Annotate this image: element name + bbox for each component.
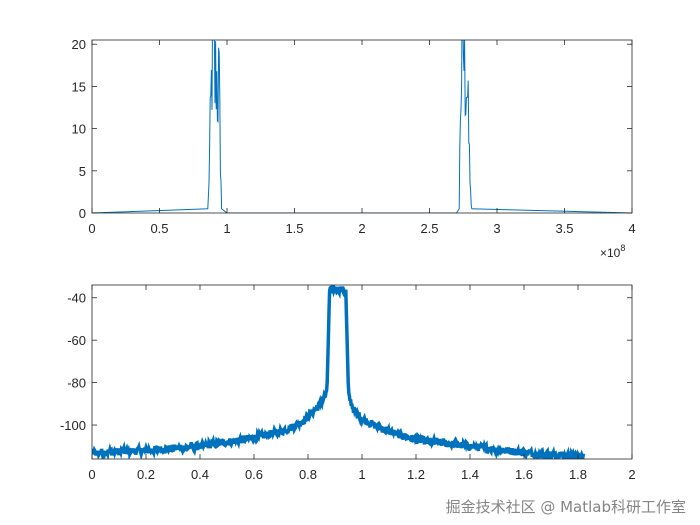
x-tick-label: 0.8 <box>299 467 317 482</box>
x-tick-label: 0.4 <box>191 467 209 482</box>
y-tick-label: -60 <box>67 333 86 348</box>
x-tick-label: 0 <box>88 467 95 482</box>
series-line <box>92 40 632 213</box>
axes-frame <box>91 284 633 460</box>
y-tick-label: -40 <box>67 291 86 306</box>
top-plot: 0 0.5 1 1.5 2 2.5 3 3.5 4 0 5 10 15 20 ×108 <box>72 37 636 260</box>
x-tick-label: 1 <box>358 467 365 482</box>
axes-frame <box>91 39 633 214</box>
x-tick-label: 2 <box>628 467 635 482</box>
y-tick-label: -100 <box>60 418 86 433</box>
watermark: 掘金技术社区 @ Matlab科研工作室 <box>445 498 686 516</box>
x-tick-label: 1.5 <box>285 221 303 236</box>
x-tick-label: 2.5 <box>420 221 438 236</box>
x-tick-label: 3 <box>493 221 500 236</box>
y-tick-label: -80 <box>67 376 86 391</box>
series-line <box>92 285 586 459</box>
y-tick-label: 10 <box>72 122 86 137</box>
x-tick-label: 4 <box>628 221 635 236</box>
x-tick-label: 1.6 <box>515 467 533 482</box>
x-tick-label: 1 <box>223 221 230 236</box>
x-tick-label: 0.6 <box>245 467 263 482</box>
x-tick-label: 0.2 <box>137 467 155 482</box>
bottom-plot: 0 0.2 0.4 0.6 0.8 1 1.2 1.4 1.6 1.8 2 -40 -60 -80 -100 <box>60 284 636 482</box>
x-tick-label: 3.5 <box>555 221 573 236</box>
x-tick-label: 0 <box>88 221 95 236</box>
y-tick-label: 0 <box>79 206 86 221</box>
x-tick-label: 1.4 <box>461 467 479 482</box>
x-tick-label: 1.8 <box>569 467 587 482</box>
x-tick-label: 2 <box>358 221 365 236</box>
y-tick-label: 20 <box>72 37 86 52</box>
x-exponent-label: ×108 <box>600 243 625 260</box>
y-tick-label: 15 <box>72 79 86 94</box>
x-tick-label: 1.2 <box>407 467 425 482</box>
y-tick-label: 5 <box>79 164 86 179</box>
x-tick-label: 0.5 <box>150 221 168 236</box>
